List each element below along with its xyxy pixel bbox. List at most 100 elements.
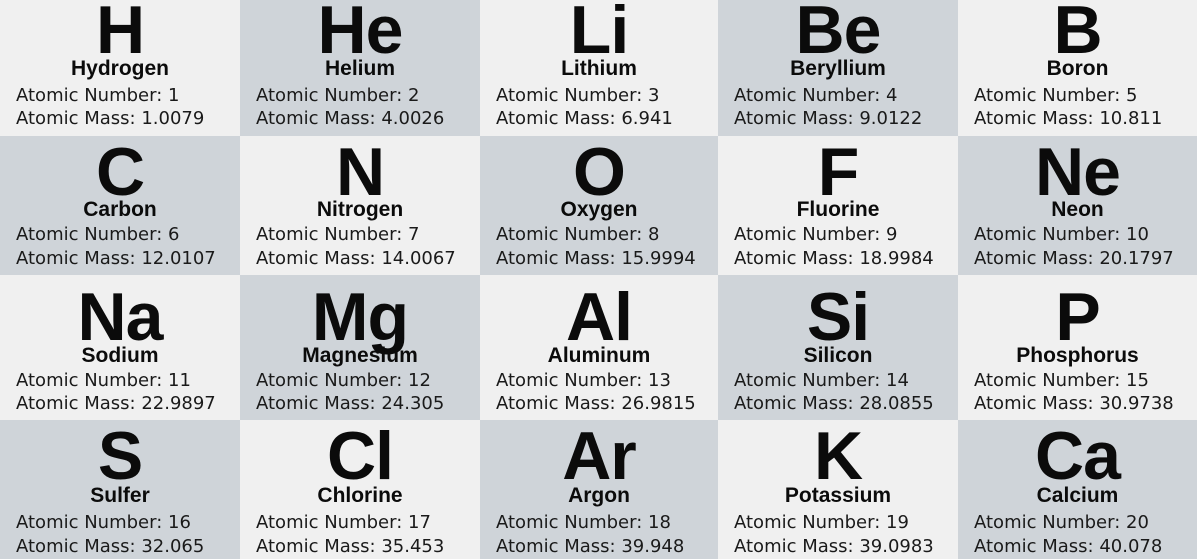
element-symbol: S [97, 420, 143, 494]
atomic-number-value: 7 [408, 224, 420, 245]
atomic-mass-value: 35.453 [381, 536, 445, 557]
atomic-number: Atomic Number: 12 [256, 370, 431, 392]
atomic-mass-label: Atomic Mass: [734, 536, 860, 557]
atomic-number-label: Atomic Number: [734, 370, 886, 391]
atomic-mass-label: Atomic Mass: [16, 393, 142, 414]
atomic-mass: Atomic Mass: 32.065 [16, 536, 204, 558]
atomic-mass-label: Atomic Mass: [496, 108, 622, 129]
atomic-mass: Atomic Mass: 6.941 [496, 108, 673, 130]
atomic-number-label: Atomic Number: [496, 224, 648, 245]
atomic-number-value: 16 [168, 512, 191, 533]
element-name: Beryllium [790, 57, 886, 80]
atomic-mass: Atomic Mass: 40.078 [974, 536, 1162, 558]
atomic-mass-label: Atomic Mass: [734, 108, 860, 129]
element-symbol: Li [569, 0, 629, 68]
atomic-mass: Atomic Mass: 14.0067 [256, 248, 456, 270]
atomic-number-label: Atomic Number: [256, 85, 408, 106]
atomic-mass: Atomic Mass: 12.0107 [16, 248, 216, 270]
element-symbol: N [335, 136, 385, 210]
element-symbol: H [95, 0, 145, 68]
atomic-mass-label: Atomic Mass: [974, 248, 1100, 269]
atomic-number-label: Atomic Number: [974, 85, 1126, 106]
atomic-mass-value: 28.0855 [859, 393, 934, 414]
atomic-mass-value: 39.948 [621, 536, 685, 557]
element-cell-magnesium: Mg Magnesium Atomic Number: 12 Atomic Mass:… [240, 275, 480, 420]
atomic-mass: Atomic Mass: 1.0079 [16, 108, 204, 130]
element-cell-carbon: C Carbon Atomic Number: 6 Atomic Mass: 12.0… [0, 136, 240, 275]
element-name: Neon [1051, 198, 1104, 221]
atomic-mass-value: 15.9994 [621, 248, 696, 269]
atomic-number: Atomic Number: 9 [734, 224, 897, 246]
atomic-number-label: Atomic Number: [16, 512, 168, 533]
element-cell-nitrogen: N Nitrogen Atomic Number: 7 Atomic Mass: 14… [240, 136, 480, 275]
atomic-number-value: 1 [168, 85, 180, 106]
atomic-number: Atomic Number: 13 [496, 370, 671, 392]
atomic-mass-value: 9.0122 [859, 108, 923, 129]
atomic-number-label: Atomic Number: [16, 85, 168, 106]
atomic-number-value: 20 [1126, 512, 1149, 533]
atomic-mass: Atomic Mass: 10.811 [974, 108, 1162, 130]
element-cell-hydrogen: H Hydrogen Atomic Number: 1 Atomic Mass: 1.… [0, 0, 240, 136]
element-symbol: Na [77, 279, 164, 355]
element-name: Potassium [784, 484, 892, 507]
atomic-number: Atomic Number: 2 [256, 85, 419, 107]
atomic-number: Atomic Number: 1 [16, 85, 179, 107]
element-cell-aluminum: Al Aluminum Atomic Number: 13 Atomic Mass: … [480, 275, 718, 420]
atomic-mass: Atomic Mass: 20.1797 [974, 248, 1174, 270]
element-name: Silicon [803, 344, 873, 367]
atomic-mass: Atomic Mass: 24.305 [256, 393, 444, 415]
atomic-number-label: Atomic Number: [974, 224, 1126, 245]
atomic-mass-label: Atomic Mass: [974, 393, 1100, 414]
element-cell-silicon: Si Silicon Atomic Number: 14 Atomic Mass: 2… [718, 275, 958, 420]
atomic-mass-label: Atomic Mass: [16, 248, 142, 269]
atomic-mass: Atomic Mass: 15.9994 [496, 248, 696, 270]
element-symbol: O [573, 136, 626, 210]
atomic-mass: Atomic Mass: 4.0026 [256, 108, 444, 130]
atomic-number: Atomic Number: 4 [734, 85, 897, 107]
atomic-number: Atomic Number: 3 [496, 85, 659, 107]
atomic-number-label: Atomic Number: [496, 85, 648, 106]
element-name: Sulfer [90, 484, 150, 507]
atomic-number: Atomic Number: 6 [16, 224, 179, 246]
atomic-mass-value: 10.811 [1099, 108, 1163, 129]
atomic-number-value: 15 [1126, 370, 1149, 391]
atomic-number: Atomic Number: 7 [256, 224, 419, 246]
element-name: Oxygen [560, 198, 638, 221]
atomic-mass-value: 32.065 [141, 536, 205, 557]
atomic-mass-value: 14.0067 [381, 248, 456, 269]
atomic-mass-value: 30.9738 [1099, 393, 1174, 414]
atomic-number-label: Atomic Number: [496, 512, 648, 533]
element-name: Boron [1046, 57, 1109, 80]
element-cell-beryllium: Be Beryllium Atomic Number: 4 Atomic Mass: … [718, 0, 958, 136]
atomic-number-value: 18 [648, 512, 671, 533]
element-cell-calcium: Ca Calcium Atomic Number: 20 Atomic Mass: 4… [958, 420, 1197, 559]
atomic-mass-value: 18.9984 [859, 248, 934, 269]
element-name: Hydrogen [70, 57, 169, 80]
atomic-mass-label: Atomic Mass: [974, 108, 1100, 129]
atomic-mass: Atomic Mass: 18.9984 [734, 248, 934, 270]
element-cell-helium: He Helium Atomic Number: 2 Atomic Mass: 4.0… [240, 0, 480, 136]
atomic-number-value: 5 [1126, 85, 1138, 106]
atomic-number-value: 10 [1126, 224, 1149, 245]
atomic-mass-value: 24.305 [381, 393, 445, 414]
element-symbol: C [95, 136, 145, 210]
element-symbol: B [1053, 0, 1102, 68]
element-symbol: Si [806, 279, 870, 355]
element-symbol: Cl [327, 420, 394, 494]
atomic-number: Atomic Number: 10 [974, 224, 1149, 246]
atomic-mass-value: 12.0107 [141, 248, 216, 269]
atomic-number-value: 12 [408, 370, 431, 391]
atomic-mass: Atomic Mass: 22.9897 [16, 393, 216, 415]
atomic-number-label: Atomic Number: [974, 370, 1126, 391]
element-name: Calcium [1036, 484, 1119, 507]
atomic-mass-label: Atomic Mass: [734, 393, 860, 414]
atomic-mass-label: Atomic Mass: [256, 108, 382, 129]
atomic-number: Atomic Number: 15 [974, 370, 1149, 392]
atomic-mass-value: 1.0079 [141, 108, 205, 129]
atomic-number-value: 9 [886, 224, 898, 245]
atomic-mass: Atomic Mass: 9.0122 [734, 108, 922, 130]
atomic-mass-label: Atomic Mass: [496, 248, 622, 269]
element-cell-potassium: K Potassium Atomic Number: 19 Atomic Mass: … [718, 420, 958, 559]
element-symbol: Mg [311, 279, 409, 355]
